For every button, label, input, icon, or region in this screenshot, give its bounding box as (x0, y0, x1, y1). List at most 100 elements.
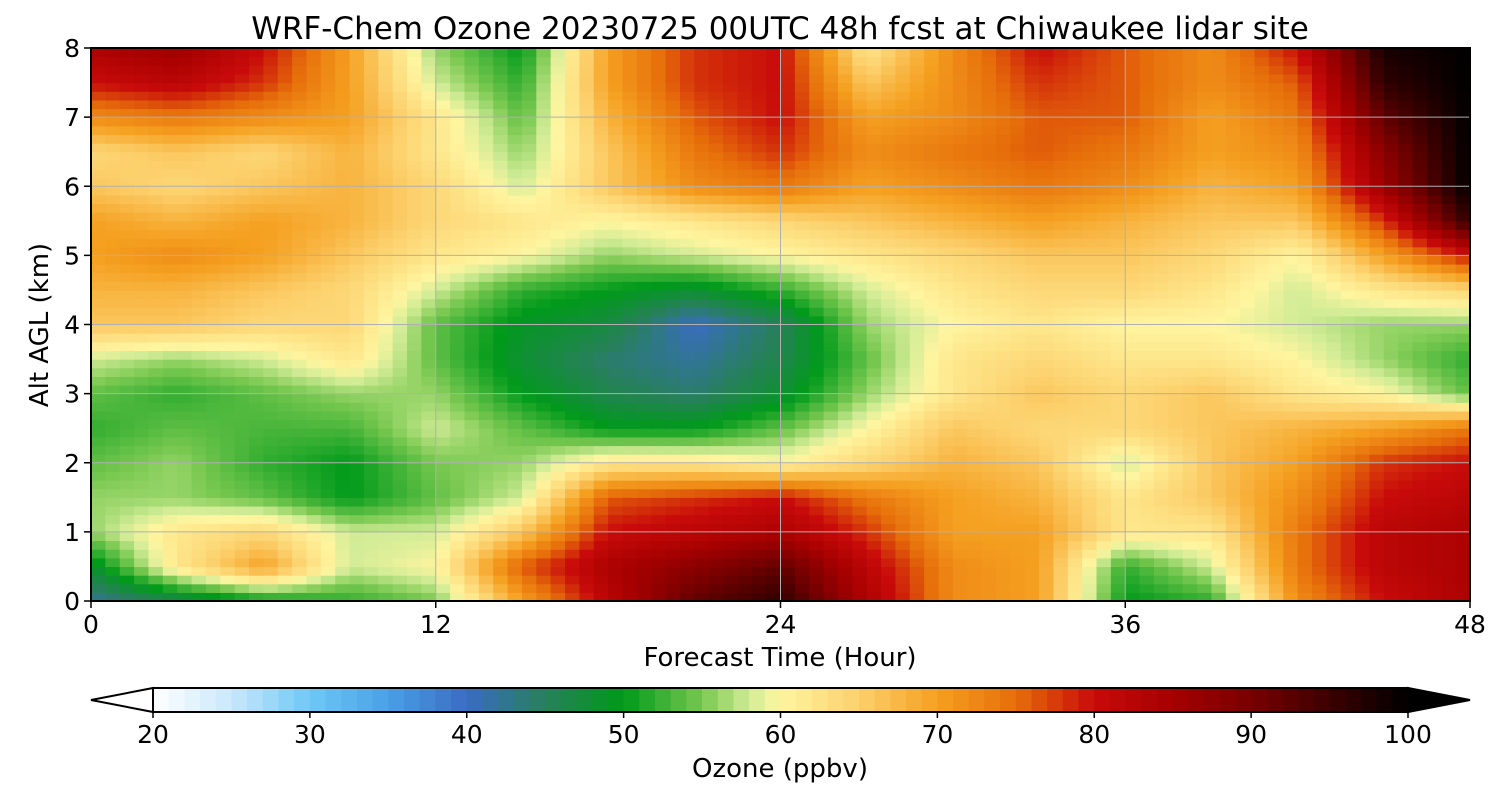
heatmap-cell (636, 462, 652, 472)
heatmap-cell (521, 497, 537, 507)
heatmap-cell (1254, 575, 1270, 585)
heatmap-cell (1053, 557, 1069, 568)
heatmap-cell (881, 410, 897, 421)
heatmap-cell (464, 289, 480, 300)
heatmap-cell (435, 454, 451, 464)
heatmap-cell (363, 566, 379, 576)
heatmap-cell (478, 376, 494, 386)
heatmap-cell (1297, 384, 1313, 395)
heatmap-cell (320, 445, 336, 455)
heatmap-cell (895, 264, 911, 274)
heatmap-cell (450, 540, 466, 550)
heatmap-cell (421, 540, 437, 550)
heatmap-cell (1010, 281, 1026, 291)
heatmap-cell (407, 333, 422, 343)
heatmap-cell (349, 177, 365, 187)
heatmap-cell (1182, 307, 1198, 317)
heatmap-cell (435, 289, 451, 300)
heatmap-cell (895, 255, 911, 265)
heatmap-cell (823, 497, 839, 507)
heatmap-cell (1326, 333, 1342, 343)
heatmap-cell (277, 497, 293, 507)
heatmap-cell (995, 151, 1011, 161)
heatmap-cell (363, 168, 379, 179)
heatmap-cell (1225, 255, 1241, 265)
heatmap-cell (1053, 462, 1069, 472)
heatmap-cell (579, 168, 595, 179)
heatmap-cell (866, 203, 882, 213)
heatmap-cell (1268, 255, 1284, 265)
heatmap-cell (1254, 523, 1270, 533)
heatmap-cell (780, 177, 796, 187)
heatmap-cell (392, 505, 408, 516)
heatmap-cell (565, 177, 580, 187)
heatmap-cell (967, 367, 983, 377)
heatmap-cell (723, 333, 738, 343)
heatmap-cell (263, 281, 279, 291)
heatmap-cell (378, 307, 394, 317)
heatmap-cell (694, 289, 710, 300)
heatmap-cell (679, 583, 695, 593)
heatmap-cell (1067, 505, 1083, 516)
heatmap-cell (751, 350, 767, 360)
heatmap-cell (249, 307, 264, 317)
heatmap-cell (435, 566, 451, 576)
heatmap-cell (1326, 454, 1342, 464)
heatmap-cell (1426, 514, 1442, 524)
heatmap-cell (1426, 454, 1442, 464)
heatmap-cell (349, 359, 365, 369)
heatmap-cell (952, 307, 968, 317)
heatmap-cell (119, 549, 135, 559)
heatmap-cell (1441, 540, 1457, 550)
heatmap-cell (378, 186, 394, 196)
heatmap-cell (392, 436, 408, 447)
heatmap-cell (119, 592, 135, 601)
heatmap-cell (1197, 549, 1213, 559)
heatmap-cell (1125, 315, 1141, 326)
heatmap-cell (1024, 324, 1040, 334)
heatmap-cell (536, 298, 552, 308)
heatmap-cell (148, 410, 164, 421)
heatmap-cell (1225, 454, 1241, 464)
heatmap-cell (1182, 419, 1198, 429)
heatmap-cell (866, 583, 882, 593)
heatmap-cell (162, 212, 178, 222)
heatmap-cell (1067, 367, 1083, 377)
heatmap-cell (651, 531, 667, 542)
heatmap-cell (593, 350, 609, 360)
heatmap-cell (536, 307, 552, 317)
heatmap-cell (335, 194, 351, 205)
heatmap-cell (320, 359, 336, 369)
heatmap-cell (392, 402, 408, 412)
heatmap-cell (1455, 220, 1470, 231)
heatmap-cell (665, 592, 681, 601)
heatmap-cell (751, 531, 767, 542)
heatmap-cell (478, 454, 494, 464)
heatmap-cell (1110, 505, 1126, 516)
heatmap-cell (249, 220, 264, 231)
heatmap-cell (191, 410, 207, 421)
heatmap-cell (1455, 238, 1470, 248)
heatmap-cell (1110, 246, 1126, 256)
heatmap-cell (1024, 186, 1040, 196)
heatmap-cell (105, 194, 121, 205)
heatmap-cell (1125, 549, 1141, 559)
heatmap-cell (1096, 540, 1112, 550)
heatmap-cell (622, 220, 638, 231)
heatmap-cell (579, 367, 595, 377)
heatmap-cell (924, 497, 940, 507)
heatmap-cell (938, 505, 954, 516)
heatmap-cell (924, 549, 940, 559)
heatmap-cell (1326, 229, 1342, 239)
heatmap-cell (1283, 402, 1299, 412)
heatmap-cell (1383, 315, 1399, 326)
heatmap-cell (1039, 238, 1055, 248)
heatmap-cell (679, 220, 695, 231)
heatmap-cell (1168, 445, 1184, 455)
heatmap-cell (1311, 281, 1327, 291)
heatmap-cell (263, 307, 279, 317)
heatmap-cell (1383, 367, 1399, 377)
heatmap-cell (995, 324, 1011, 334)
heatmap-cell (550, 229, 566, 239)
heatmap-cell (1153, 454, 1169, 464)
